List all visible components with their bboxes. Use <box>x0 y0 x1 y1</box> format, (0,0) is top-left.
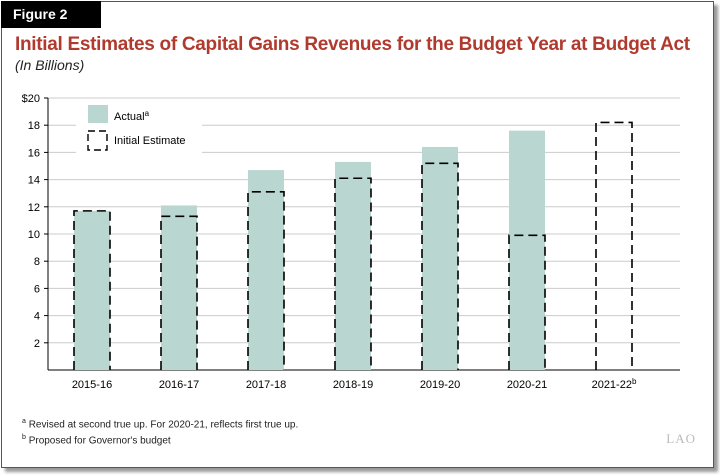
y-tick-label: 18 <box>28 120 40 132</box>
x-tick-label: 2019-20 <box>420 379 460 391</box>
actual-bar <box>335 161 371 370</box>
legend-initial-swatch <box>87 130 108 151</box>
initial-estimate-bar <box>160 215 198 370</box>
x-tick-superscript: b <box>632 377 637 386</box>
x-tick-label: 2015-16 <box>72 379 112 391</box>
initial-estimate-bar <box>247 191 285 370</box>
x-tick-label: 2017-18 <box>246 379 286 391</box>
initial-estimate-bar <box>334 177 372 370</box>
lao-logo: LAO <box>666 431 696 446</box>
legend-superscript: a <box>145 109 150 118</box>
actual-bar <box>422 146 458 370</box>
x-tick-label: 2020-21 <box>507 379 547 391</box>
y-tick-label: 12 <box>28 202 40 214</box>
legend-actual-label: Actuala <box>114 109 150 123</box>
figure-label: Figure 2 <box>1 1 101 28</box>
actual-bar <box>161 205 197 370</box>
initial-estimate-bar <box>595 121 633 370</box>
chart-subtitle: (In Billions) <box>15 57 85 73</box>
initial-estimate-bar <box>73 210 111 370</box>
y-tick-label: 2 <box>34 338 40 350</box>
actual-bar <box>248 170 284 370</box>
actual-bar <box>509 130 545 370</box>
initial-estimate-bar <box>421 162 459 370</box>
footnote-a: a Revised at second true up. For 2020-21… <box>22 418 299 431</box>
y-tick-label: 14 <box>28 175 40 187</box>
footnote-b: b Proposed for Governor's budget <box>22 434 171 447</box>
y-tick-label: 16 <box>28 147 40 159</box>
legend-initial-label: Initial Estimate <box>114 135 186 147</box>
x-tick-label: 2021-22b <box>592 377 637 391</box>
y-tick-label: $20 <box>22 93 40 105</box>
y-tick-label: 10 <box>28 229 40 241</box>
chart-title: Initial Estimates of Capital Gains Reven… <box>15 34 690 55</box>
x-tick-label: 2016-17 <box>159 379 199 391</box>
x-tick-label: 2018-19 <box>333 379 373 391</box>
y-tick-label: 8 <box>34 256 40 268</box>
y-tick-label: 6 <box>34 283 40 295</box>
y-tick-label: 4 <box>34 311 40 323</box>
legend-actual-swatch <box>88 105 108 123</box>
actual-bar <box>74 210 110 370</box>
